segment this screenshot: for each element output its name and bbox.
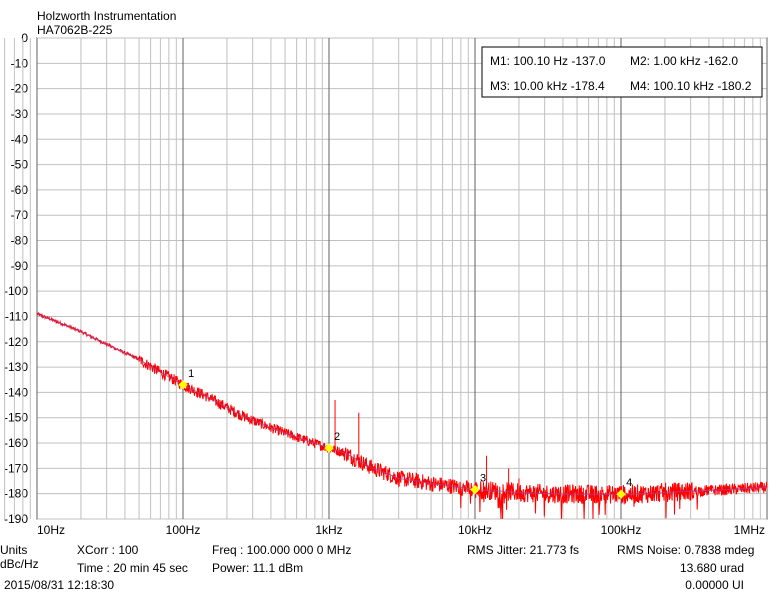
y-tick-label: -20 <box>11 82 29 96</box>
timestamp: 2015/08/31 12:18:30 <box>4 578 115 592</box>
y-tick-label: -90 <box>11 259 29 273</box>
marker-label: 4 <box>626 477 632 489</box>
x-tick-label: 1kHz <box>315 523 342 537</box>
y-tick-label: -40 <box>11 132 29 146</box>
rms-noise: RMS Noise: 0.7838 mdeg <box>617 543 755 557</box>
x-tick-label: 10kHz <box>458 523 492 537</box>
y-tick-label: -70 <box>11 208 29 222</box>
xcorr-info: XCorr : 100 <box>77 543 139 557</box>
marker-readout: M2: 1.00 kHz -162.0 <box>630 54 738 68</box>
marker-label: 3 <box>480 473 486 485</box>
y-tick-label: -10 <box>11 56 29 70</box>
y-tick-label: -80 <box>11 234 29 248</box>
model-title: HA7062B-225 <box>37 23 113 37</box>
y-tick-label: -150 <box>4 411 28 425</box>
marker-readout: M4: 100.10 kHz -180.2 <box>630 79 752 93</box>
y-tick-label: -100 <box>4 284 28 298</box>
power-info: Power: 11.1 dBm <box>212 561 304 575</box>
time-info: Time : 20 min 45 sec <box>77 561 188 575</box>
y-tick-label: -140 <box>4 385 28 399</box>
y-tick-label: -190 <box>4 512 28 526</box>
y-tick-label: -180 <box>4 487 28 501</box>
marker-readout: M3: 10.00 kHz -178.4 <box>490 79 605 93</box>
y-tick-label: -170 <box>4 461 28 475</box>
marker-point <box>324 443 334 453</box>
y-tick-label: -110 <box>5 309 28 323</box>
marker-readout: M1: 100.10 Hz -137.0 <box>490 54 606 68</box>
x-tick-label: 10Hz <box>37 523 65 537</box>
y-tick-label: -30 <box>11 107 29 121</box>
x-tick-label: 100Hz <box>166 523 201 537</box>
smoothed-trace <box>36 313 768 495</box>
x-tick-label: 1MHz <box>734 523 765 537</box>
freq-info: Freq : 100.000 000 0 MHz <box>212 543 352 557</box>
rms-urad: 13.680 urad <box>679 561 744 575</box>
rms-ui: 0.00000 UI <box>685 578 744 592</box>
measured-trace <box>36 311 768 520</box>
y-tick-label: -130 <box>4 360 28 374</box>
marker-label: 2 <box>334 431 340 443</box>
marker-readout-box <box>481 46 763 98</box>
y-tick-label: -50 <box>11 158 29 172</box>
marker-point <box>616 489 626 499</box>
y-tick-label: -120 <box>4 335 28 349</box>
marker-point <box>178 380 188 390</box>
rms-jitter: RMS Jitter: 21.773 fs <box>467 543 580 557</box>
y-tick-label: 0 <box>21 31 28 45</box>
marker-label: 1 <box>188 368 194 380</box>
y-tick-label: -160 <box>4 436 28 450</box>
x-tick-label: 100kHz <box>601 523 642 537</box>
y-tick-label: -60 <box>11 183 29 197</box>
plot-area <box>36 37 768 520</box>
company-title: Holzworth Instrumentation <box>37 9 177 23</box>
marker-point <box>470 484 480 495</box>
units-label: Units <box>0 543 28 557</box>
units-value: dBc/Hz <box>0 557 39 571</box>
